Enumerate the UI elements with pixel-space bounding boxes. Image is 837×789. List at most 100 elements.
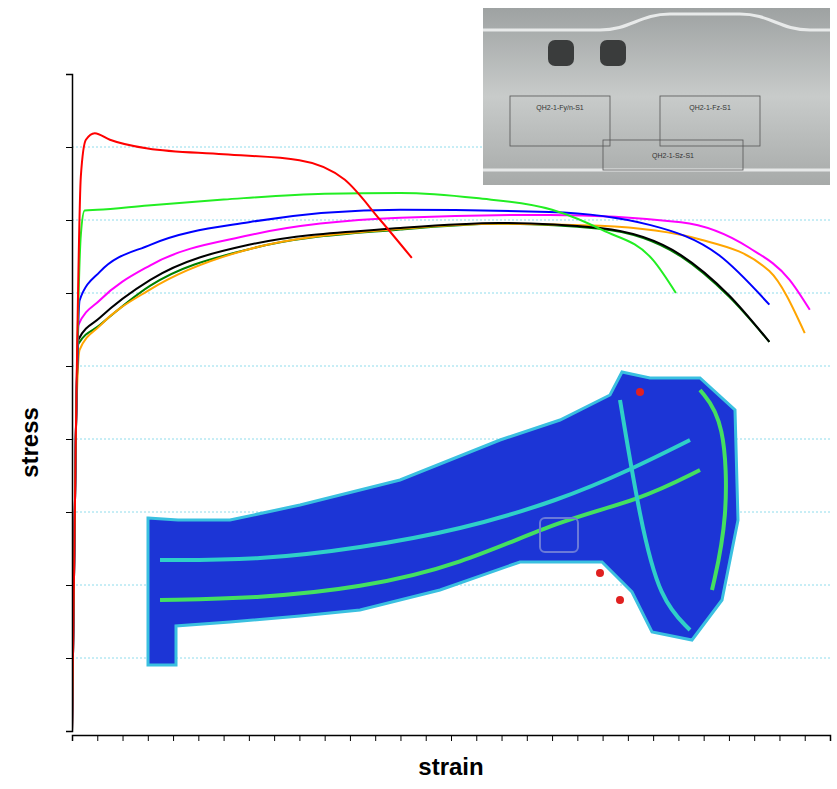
fea-hotspot <box>616 596 624 604</box>
fea-stripe <box>700 390 726 590</box>
tick-mark <box>779 735 780 741</box>
tick <box>66 731 72 732</box>
tick-mark <box>805 735 806 741</box>
annotation: QH2-1-Sz-S1 <box>652 152 694 160</box>
specimen-outline <box>603 140 743 170</box>
tick-mark <box>754 735 755 741</box>
fea-stripe <box>160 470 700 600</box>
y-axis <box>66 75 73 732</box>
photo-hole <box>600 40 626 66</box>
tick <box>66 293 72 294</box>
tick <box>678 735 679 741</box>
tick <box>66 512 72 513</box>
tick <box>66 366 72 367</box>
tick <box>476 735 477 741</box>
tick-mark <box>224 735 225 741</box>
x-axis <box>73 735 831 741</box>
tick <box>224 735 225 741</box>
tick <box>173 735 174 741</box>
y-axis-title: stress <box>16 407 43 478</box>
tick <box>274 735 275 741</box>
tick-mark <box>502 735 503 741</box>
stress-strain-curve <box>72 224 769 731</box>
tick <box>527 735 528 741</box>
fea-hotspot <box>596 569 604 577</box>
stress-strain-curve <box>72 193 676 731</box>
tick <box>198 735 199 741</box>
tick-mark <box>476 735 477 741</box>
tick-mark <box>325 735 326 741</box>
tick <box>426 735 427 741</box>
tick-mark <box>350 735 351 741</box>
photo: QH2-1-Fy/n-S1QH2-1-Fz-S1QH2-1-Sz-S1 <box>483 8 830 185</box>
tick <box>148 735 149 741</box>
tick <box>628 735 629 741</box>
tick <box>72 735 73 741</box>
tick-mark <box>704 735 705 741</box>
tick-mark <box>66 585 72 586</box>
tick <box>704 735 705 741</box>
x-axis-title: strain <box>418 753 483 780</box>
annotation: QH2-1-Fy/n-S1 <box>536 104 584 112</box>
tick <box>603 735 604 741</box>
tick <box>66 147 72 148</box>
tick <box>552 735 553 741</box>
tick-mark <box>66 731 72 732</box>
photo-edge <box>483 14 830 30</box>
fea-stripe <box>160 440 690 560</box>
chart: QH2-1-Fy/n-S1QH2-1-Fz-S1QH2-1-Sz-S1 strai… <box>0 0 837 789</box>
tick-mark <box>66 220 72 221</box>
tick-mark <box>66 439 72 440</box>
fea-body <box>148 372 738 665</box>
tick <box>779 735 780 741</box>
tick-mark <box>375 735 376 741</box>
fea-picture <box>148 372 738 665</box>
stress-strain-curve <box>72 215 810 731</box>
tick <box>502 735 503 741</box>
tick-mark <box>451 735 452 741</box>
grid-line <box>72 293 830 294</box>
fea-opening <box>540 518 578 552</box>
tick <box>66 439 72 440</box>
tick <box>97 735 98 741</box>
tick <box>451 735 452 741</box>
specimen-outline <box>660 96 760 146</box>
tick-mark <box>653 735 654 741</box>
grid-line <box>72 366 830 367</box>
tick-mark <box>66 512 72 513</box>
tick-mark <box>400 735 401 741</box>
tick <box>66 220 72 221</box>
tick <box>375 735 376 741</box>
photo-ground <box>483 8 830 185</box>
axis-line <box>73 736 831 742</box>
tick-mark <box>198 735 199 741</box>
tick <box>754 735 755 741</box>
stress-strain-curve <box>72 224 805 731</box>
tick <box>66 658 72 659</box>
tick-mark <box>552 735 553 741</box>
tick <box>830 735 831 741</box>
tick-mark <box>66 366 72 367</box>
tick-mark <box>148 735 149 741</box>
tick-mark <box>72 735 73 741</box>
stress-strain-curve <box>72 210 769 731</box>
tick-mark <box>173 735 174 741</box>
tick <box>123 735 124 741</box>
specimen-outline <box>510 96 610 146</box>
tick-mark <box>249 735 250 741</box>
grid-line <box>72 658 830 659</box>
tick-mark <box>123 735 124 741</box>
tick-mark <box>274 735 275 741</box>
grid-line <box>72 220 830 221</box>
photo-hole <box>548 40 574 66</box>
tick-mark <box>678 735 679 741</box>
axis-line <box>66 75 73 732</box>
tick <box>66 74 72 75</box>
tick-mark <box>66 74 72 75</box>
tick-mark <box>527 735 528 741</box>
stress-strain-curve <box>72 133 412 731</box>
tick-mark <box>628 735 629 741</box>
tick-mark <box>66 147 72 148</box>
tick-mark <box>603 735 604 741</box>
tick <box>577 735 578 741</box>
